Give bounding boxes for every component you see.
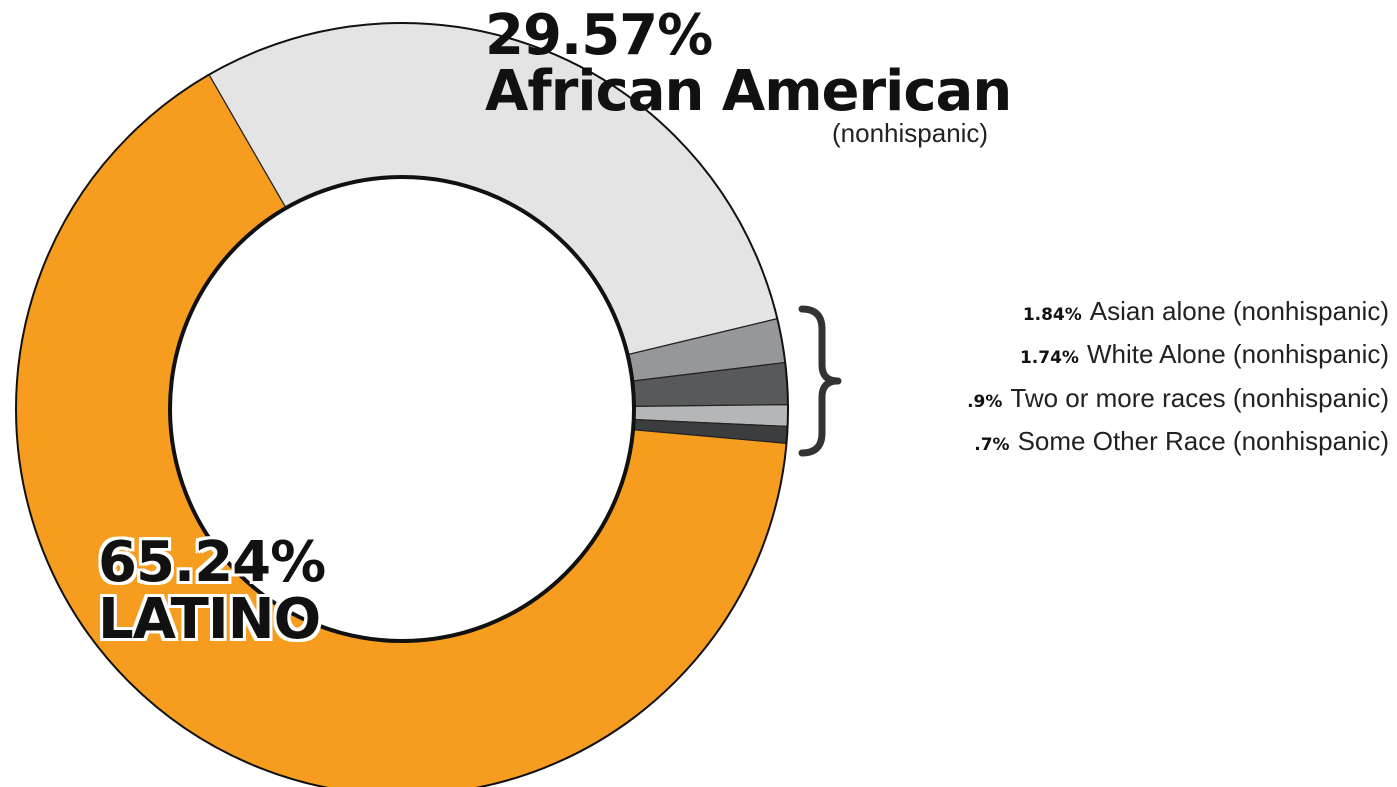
donut-hole [168,175,636,643]
legend-label: Two or more races (nonhispanic) [1010,383,1389,413]
legend-brace [798,305,842,457]
legend-item-other: .7% Some Other Race (nonhispanic) [974,426,1389,460]
legend-item-asian: 1.84% Asian alone (nonhispanic) [1023,296,1389,330]
legend-label: Some Other Race (nonhispanic) [1017,426,1389,456]
african-american-percent: 29.57% [485,3,713,68]
african-american-label: African American [485,59,1012,124]
donut-outer-edge [15,22,789,787]
legend-percent: 1.84% [1022,305,1082,325]
legend-percent: .9% [967,392,1003,412]
legend-label: White Alone (nonhispanic) [1086,339,1389,369]
latino-percent: 65.24% [98,530,326,595]
african-american-sublabel: (nonhispanic) [832,118,989,148]
legend-percent: 1.74% [1019,348,1079,368]
legend-percent: .7% [974,435,1010,455]
legend-label: Asian alone (nonhispanic) [1089,296,1389,326]
donut-slices [15,22,789,787]
latino-label: LATINO [98,587,321,652]
legend-item-white: 1.74% White Alone (nonhispanic) [1020,339,1389,373]
legend-item-two-or-more: .9% Two or more races (nonhispanic) [967,383,1389,417]
